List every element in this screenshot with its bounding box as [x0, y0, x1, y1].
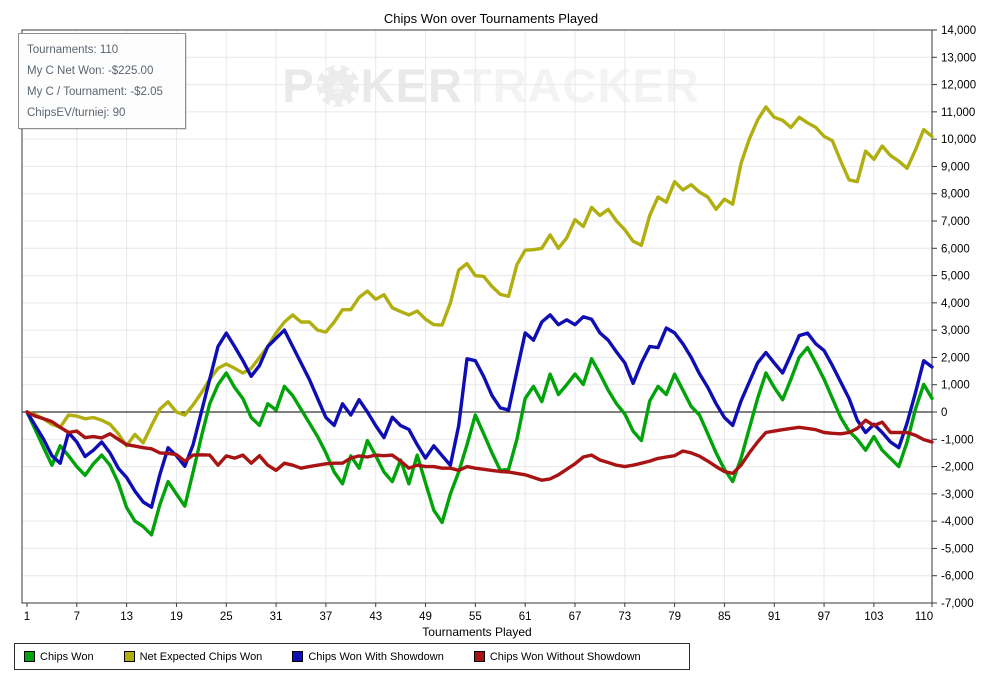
watermark-poker-p: P	[282, 59, 315, 112]
x-axis-title: Tournaments Played	[422, 625, 531, 639]
x-tick-label: 37	[320, 611, 333, 623]
y-tick-label: 12,000	[941, 80, 976, 92]
x-tick-label: 85	[718, 611, 731, 623]
y-tick-label: 13,000	[941, 52, 976, 64]
legend-label: Net Expected Chips Won	[139, 650, 263, 663]
stats-tooltip: Tournaments: 110 My C Net Won: -$225.00 …	[18, 33, 186, 129]
legend-label: Chips Won With Showdown	[308, 650, 444, 663]
x-tick-label: 49	[419, 611, 432, 623]
x-tick-label: 91	[768, 611, 781, 623]
plot-frame	[21, 29, 933, 604]
y-tick-label: 10,000	[941, 134, 976, 146]
legend-item-chips-won: Chips Won	[24, 651, 94, 663]
y-tick-label: 14,000	[941, 25, 976, 37]
series-line-net-expected-chips-won	[25, 105, 934, 448]
x-tick-label: 55	[469, 611, 482, 623]
legend-item-chips-won-with-showdown: Chips Won With Showdown	[292, 651, 444, 663]
y-tick-label: 8,000	[941, 189, 970, 201]
y-tick-label: -3,000	[941, 489, 974, 501]
y-tick-label: 9,000	[941, 161, 970, 173]
tooltip-line-net-won: My C Net Won: -$225.00	[27, 65, 154, 77]
x-tick-label: 103	[864, 611, 883, 623]
x-tick-label: 97	[818, 611, 831, 623]
watermark: P ♠ KER TRACKER	[0, 58, 982, 113]
x-tick-label: 13	[120, 611, 133, 623]
x-tick-label: 7	[74, 611, 80, 623]
y-tick-label: -6,000	[941, 571, 974, 583]
x-tick-label: 79	[668, 611, 681, 623]
legend-swatch-icon	[292, 651, 304, 662]
chart-title: Chips Won over Tournaments Played	[383, 11, 599, 26]
legend-swatch-icon	[24, 651, 35, 662]
y-tick-label: 2,000	[941, 352, 970, 364]
series-line-chips-won	[25, 345, 934, 537]
tooltip-line-chipsev: ChipsEV/turniej: 90	[27, 107, 126, 119]
y-tick-label: 11,000	[941, 107, 975, 119]
x-tick-label: 19	[170, 611, 183, 623]
watermark-poker-ker: KER	[360, 59, 463, 112]
y-tick-label: 0	[941, 407, 947, 419]
y-tick-label: -4,000	[941, 516, 974, 528]
series-line-chips-won-with-showdown	[25, 313, 934, 509]
y-tick-label: 3,000	[941, 325, 970, 337]
tooltip-line-per-tournament: My C / Tournament: -$2.05	[27, 86, 163, 98]
x-tick-label: 31	[270, 611, 283, 623]
y-tick-label: 1,000	[941, 380, 970, 392]
y-tick-label: 5,000	[941, 271, 970, 283]
y-tick-label: -1,000	[941, 434, 974, 446]
x-tick-label: 61	[519, 611, 532, 623]
y-tick-label: -7,000	[941, 598, 974, 610]
x-tick-label: 25	[220, 611, 233, 623]
legend-item-chips-won-without-showdown: Chips Won Without Showdown	[473, 650, 641, 663]
tooltip-line-tournaments: Tournaments: 110	[27, 44, 119, 56]
legend-label: Chips Won	[40, 650, 94, 663]
y-tick-label: 6,000	[941, 243, 970, 255]
watermark-tracker: TRACKER	[462, 59, 700, 112]
y-tick-label: 4,000	[941, 298, 970, 310]
legend-swatch-icon	[473, 651, 485, 662]
y-tick-label: 7,000	[941, 216, 970, 228]
x-tick-label: 43	[369, 611, 382, 623]
x-tick-label: 110	[915, 611, 933, 623]
y-tick-label: -5,000	[941, 543, 974, 555]
series-line-chips-won-without-showdown	[25, 410, 934, 482]
legend-item-net-expected-chips-won: Net Expected Chips Won	[123, 650, 263, 663]
legend-label: Chips Won Without Showdown	[489, 650, 641, 663]
legend-swatch-icon	[123, 651, 135, 662]
legend: Chips Won Net Expected Chips Won Chips Won…	[14, 643, 690, 670]
x-tick-label: 1	[24, 611, 30, 623]
x-tick-label: 67	[569, 611, 582, 623]
x-tick-label: 73	[618, 611, 631, 623]
y-tick-label: -2,000	[941, 462, 974, 474]
